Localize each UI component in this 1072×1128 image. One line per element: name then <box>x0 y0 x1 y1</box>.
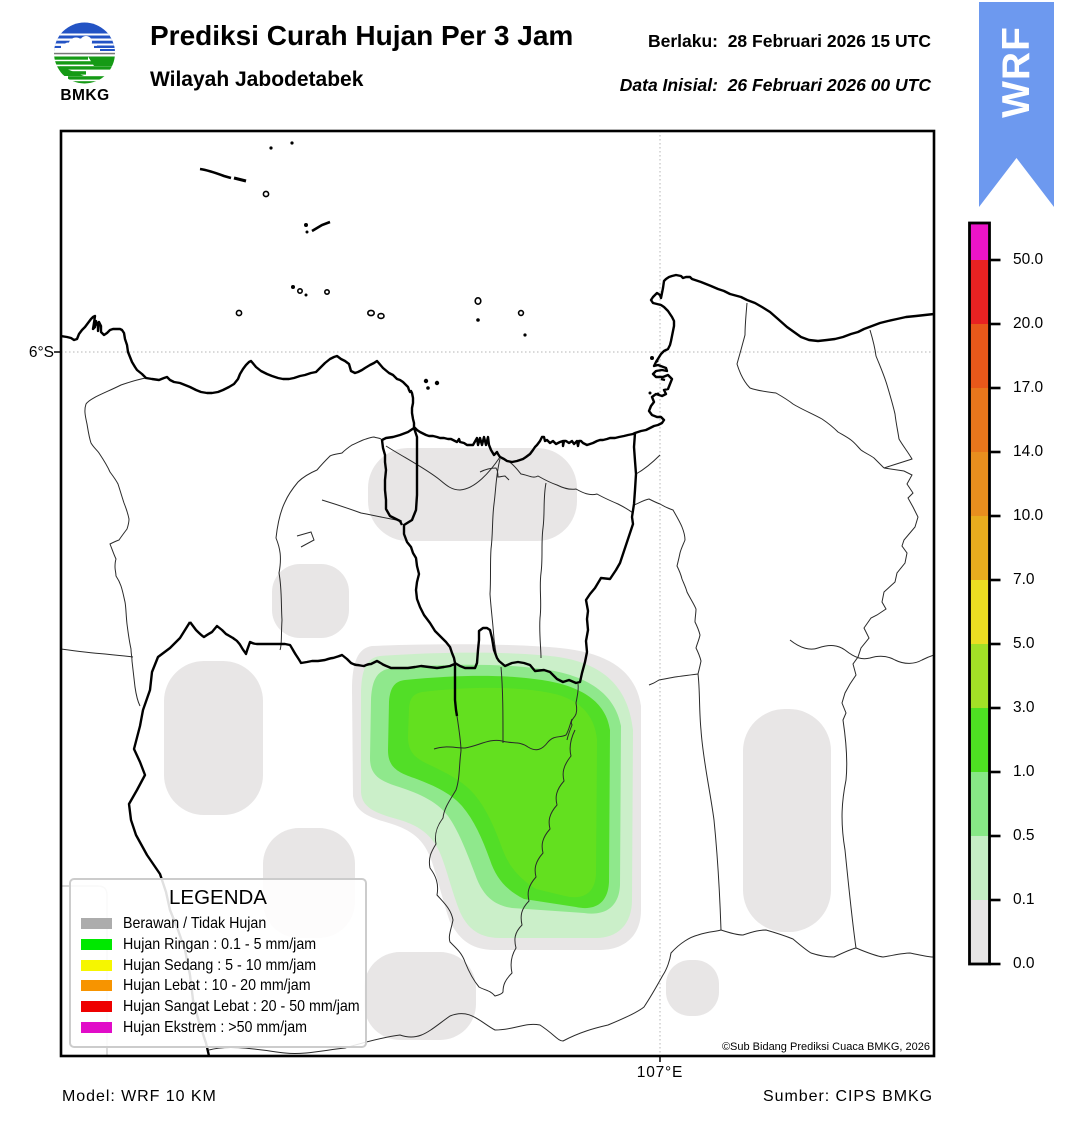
svg-text:WRF: WRF <box>995 26 1038 118</box>
